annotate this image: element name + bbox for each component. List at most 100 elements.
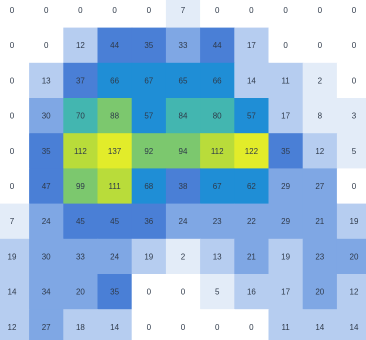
cell-value-label: 19 xyxy=(281,252,290,261)
cell-value-label: 0 xyxy=(10,112,15,121)
cell-value-label: 92 xyxy=(144,147,153,156)
heatmap-cell xyxy=(29,203,64,240)
heatmap-cell xyxy=(268,238,304,275)
cell-value-label: 35 xyxy=(110,288,119,297)
heatmap-cell xyxy=(97,274,133,310)
cell-value-label: 18 xyxy=(76,323,85,332)
cell-value-label: 24 xyxy=(110,252,119,261)
heatmap-cell xyxy=(29,27,64,64)
heatmap-cell xyxy=(302,238,338,275)
heatmap-cell xyxy=(29,98,64,134)
heatmap-cell xyxy=(165,133,201,169)
cell-value-label: 27 xyxy=(315,182,324,191)
cell-value-label: 0 xyxy=(10,6,15,15)
cell-value-label: 14 xyxy=(315,323,324,332)
heatmap-cell xyxy=(200,309,235,340)
cell-value-label: 0 xyxy=(112,6,117,15)
heatmap-cell xyxy=(200,27,235,64)
heatmap-cell xyxy=(336,27,366,64)
heatmap-cell xyxy=(0,309,30,340)
heatmap-cell xyxy=(302,27,338,64)
cell-value-label: 66 xyxy=(110,76,119,85)
heatmap-cell xyxy=(302,0,338,29)
cell-value-label: 111 xyxy=(109,182,122,191)
cell-value-label: 0 xyxy=(147,323,152,332)
heatmap-cell xyxy=(302,168,338,205)
cell-value-label: 20 xyxy=(350,252,359,261)
heatmap-cell xyxy=(165,274,201,310)
heatmap-cell xyxy=(63,133,99,169)
heatmap-cell xyxy=(234,0,270,29)
heatmap-cell xyxy=(302,274,338,310)
cell-value-label: 35 xyxy=(42,147,51,156)
heatmap-cell xyxy=(29,0,64,29)
heatmap-cell xyxy=(29,133,64,169)
cell-value-label: 13 xyxy=(42,76,51,85)
heatmap-cell xyxy=(97,133,133,169)
heatmap-cell xyxy=(200,238,235,275)
heatmap-cell xyxy=(97,238,133,275)
cell-value-label: 17 xyxy=(247,41,256,50)
cell-value-label: 0 xyxy=(249,6,254,15)
cell-value-label: 68 xyxy=(144,182,153,191)
heatmap-cell xyxy=(200,168,235,205)
cell-value-label: 12 xyxy=(350,288,359,297)
cell-value-label: 21 xyxy=(315,217,324,226)
heatmap-cell xyxy=(268,133,304,169)
cell-value-label: 45 xyxy=(110,217,119,226)
cell-value-label: 80 xyxy=(213,112,222,121)
heatmap-cell xyxy=(29,274,64,310)
heatmap-cell xyxy=(165,203,201,240)
heatmap-cell xyxy=(63,238,99,275)
cell-value-label: 45 xyxy=(76,217,85,226)
heatmap-cell xyxy=(0,133,30,169)
cell-value-label: 23 xyxy=(315,252,324,261)
heatmap-cell xyxy=(234,27,270,64)
cell-value-label: 3 xyxy=(352,112,357,121)
cell-value-label: 47 xyxy=(42,182,51,191)
cell-value-label: 38 xyxy=(179,182,188,191)
heatmap-cell xyxy=(268,98,304,134)
heatmap-cell xyxy=(131,27,167,64)
cell-value-label: 17 xyxy=(281,288,290,297)
heatmap-cell xyxy=(302,309,338,340)
heatmap-cell xyxy=(268,0,304,29)
cell-value-label: 137 xyxy=(108,147,122,156)
heatmap-cell xyxy=(302,98,338,134)
heatmap-cell xyxy=(234,62,270,99)
heatmap-cell xyxy=(63,168,99,205)
heatmap-cell xyxy=(200,274,235,310)
heatmap-cell xyxy=(268,27,304,64)
heatmap-cell xyxy=(336,62,366,99)
heatmap-cell xyxy=(336,309,366,340)
heatmap-cell xyxy=(131,0,167,29)
cell-value-label: 22 xyxy=(247,217,256,226)
heatmap-cell xyxy=(63,203,99,240)
cell-value-label: 0 xyxy=(318,41,323,50)
cell-value-label: 19 xyxy=(8,252,17,261)
heatmap-cell xyxy=(131,98,167,134)
cell-value-label: 29 xyxy=(281,217,290,226)
cell-value-label: 23 xyxy=(213,217,222,226)
cell-value-label: 11 xyxy=(281,76,290,85)
heatmap-cell xyxy=(234,98,270,134)
cell-value-label: 0 xyxy=(215,6,220,15)
heatmap-cell xyxy=(336,133,366,169)
heatmap-cell xyxy=(336,98,366,134)
cell-value-label: 67 xyxy=(213,182,222,191)
heatmap-cell xyxy=(63,62,99,99)
heatmap-cell xyxy=(0,168,30,205)
cell-value-label: 57 xyxy=(144,112,153,121)
cell-value-label: 12 xyxy=(8,323,17,332)
cell-value-label: 0 xyxy=(318,6,323,15)
cell-value-label: 14 xyxy=(110,323,119,332)
heatmap-cell xyxy=(131,274,167,310)
heatmap-cell xyxy=(336,238,366,275)
heatmap-cell xyxy=(200,133,235,169)
cell-value-label: 99 xyxy=(76,182,85,191)
heatmap-cell xyxy=(0,238,30,275)
heatmap-cell xyxy=(63,274,99,310)
cell-value-label: 0 xyxy=(147,288,152,297)
cell-value-label: 0 xyxy=(10,182,15,191)
